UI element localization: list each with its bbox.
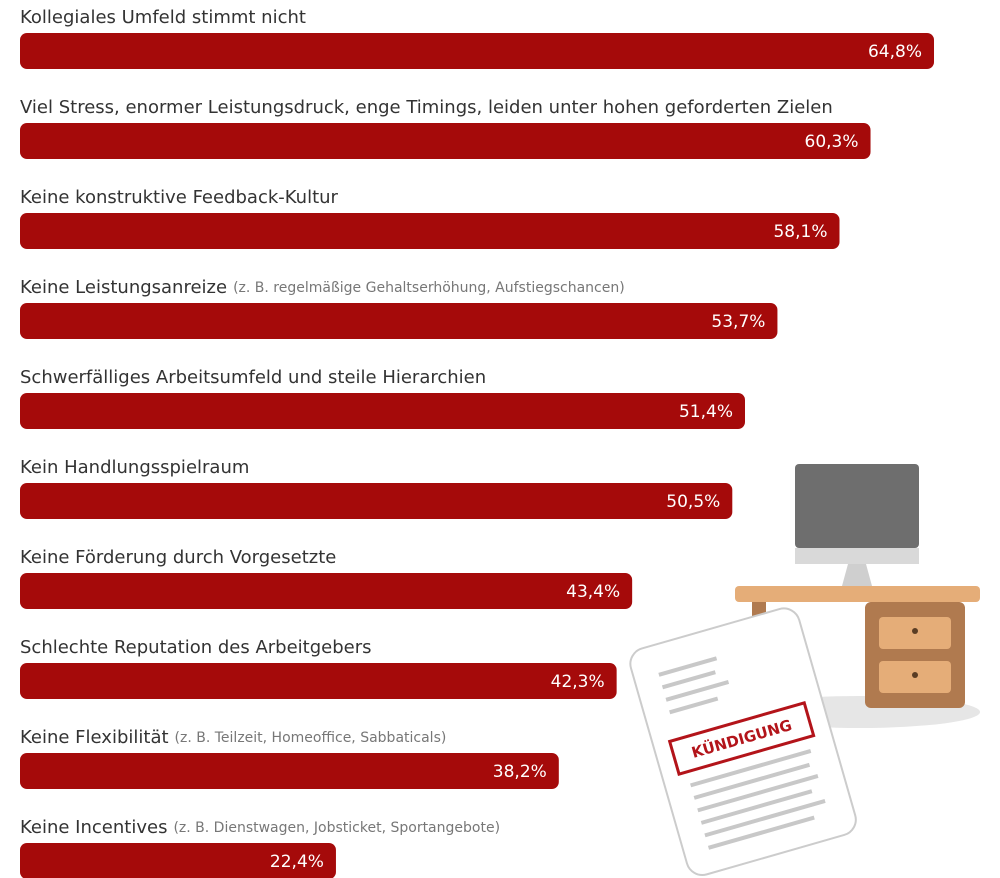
bar bbox=[20, 753, 559, 789]
bar bbox=[20, 33, 935, 69]
category-note: (z. B. Teilzeit, Homeoffice, Sabbaticals… bbox=[175, 730, 447, 746]
category-label: Kollegiales Umfeld stimmt nicht bbox=[20, 7, 306, 28]
knob bbox=[912, 628, 918, 634]
category-name: Keine Förderung durch Vorgesetzte bbox=[20, 547, 336, 568]
category-label: Viel Stress, enormer Leistungsdruck, eng… bbox=[20, 97, 833, 118]
paper: KÜNDIGUNG bbox=[629, 607, 857, 876]
category-name: Viel Stress, enormer Leistungsdruck, eng… bbox=[20, 97, 833, 118]
bar bbox=[20, 393, 745, 429]
category-label: Schlechte Reputation des Arbeitgebers bbox=[20, 637, 372, 658]
value-label: 53,7% bbox=[711, 312, 765, 332]
category-name: Kein Handlungsspielraum bbox=[20, 457, 249, 478]
desk-top bbox=[735, 586, 980, 602]
knob bbox=[912, 672, 918, 678]
category-name: Keine Incentives bbox=[20, 817, 167, 838]
value-label: 43,4% bbox=[566, 582, 620, 602]
bar bbox=[20, 573, 633, 609]
value-label: 60,3% bbox=[805, 132, 859, 152]
value-label: 38,2% bbox=[493, 762, 547, 782]
value-label: 42,3% bbox=[551, 672, 605, 692]
category-label: Keine konstruktive Feedback-Kultur bbox=[20, 187, 339, 208]
category-label: Keine Leistungsanreize (z. B. regelmäßige… bbox=[20, 277, 625, 298]
category-note: (z. B. regelmäßige Gehaltserhöhung, Aufs… bbox=[233, 280, 625, 296]
bar bbox=[20, 663, 617, 699]
value-label: 58,1% bbox=[773, 222, 827, 242]
monitor-stand bbox=[842, 564, 872, 586]
value-label: 51,4% bbox=[679, 402, 733, 422]
bar bbox=[20, 123, 871, 159]
bar bbox=[20, 303, 778, 339]
category-label: Keine Flexibilität (z. B. Teilzeit, Homeo… bbox=[20, 727, 446, 748]
category-name: Keine Leistungsanreize bbox=[20, 277, 227, 298]
value-label: 50,5% bbox=[666, 492, 720, 512]
category-note: (z. B. Dienstwagen, Jobsticket, Sportang… bbox=[173, 820, 500, 836]
monitor bbox=[795, 464, 919, 548]
paper-lines bbox=[658, 656, 826, 850]
illustration: KÜNDIGUNG bbox=[629, 464, 980, 876]
value-label: 64,8% bbox=[868, 42, 922, 62]
bar bbox=[20, 213, 840, 249]
category-name: Keine Flexibilität bbox=[20, 727, 169, 748]
category-name: Kollegiales Umfeld stimmt nicht bbox=[20, 7, 306, 28]
category-label: Schwerfälliges Arbeitsumfeld und steile … bbox=[20, 367, 486, 388]
value-label: 22,4% bbox=[270, 852, 324, 872]
category-name: Schlechte Reputation des Arbeitgebers bbox=[20, 637, 372, 658]
category-name: Keine konstruktive Feedback-Kultur bbox=[20, 187, 339, 208]
monitor-base bbox=[795, 548, 919, 564]
category-label: Kein Handlungsspielraum bbox=[20, 457, 249, 478]
bar bbox=[20, 843, 336, 878]
bar bbox=[20, 483, 733, 519]
category-name: Schwerfälliges Arbeitsumfeld und steile … bbox=[20, 367, 486, 388]
category-label: Keine Incentives (z. B. Dienstwagen, Jobs… bbox=[20, 817, 500, 838]
category-label: Keine Förderung durch Vorgesetzte bbox=[20, 547, 336, 568]
stamp-box bbox=[667, 700, 816, 776]
